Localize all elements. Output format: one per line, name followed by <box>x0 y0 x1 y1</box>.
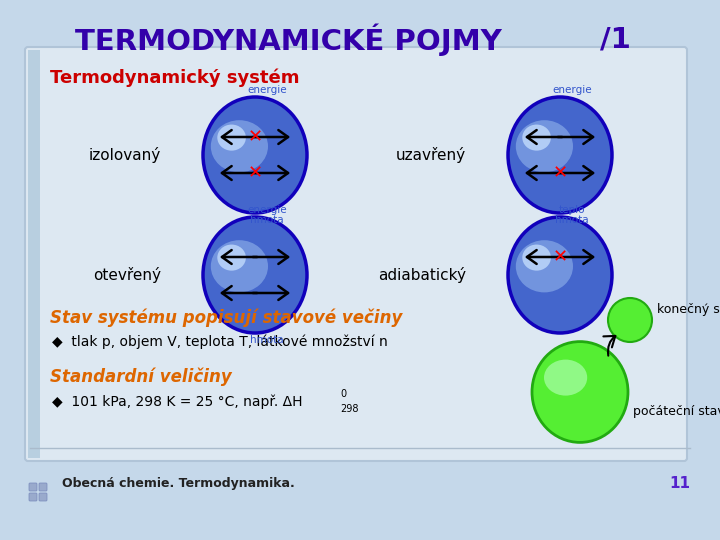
FancyBboxPatch shape <box>29 483 37 491</box>
FancyArrowPatch shape <box>603 336 616 356</box>
Ellipse shape <box>211 240 268 292</box>
Text: 11: 11 <box>670 476 690 491</box>
Text: teplo: teplo <box>559 205 585 215</box>
Text: TERMODYNAMICKÉ POJMY: TERMODYNAMICKÉ POJMY <box>75 24 502 56</box>
FancyBboxPatch shape <box>39 483 47 491</box>
FancyBboxPatch shape <box>29 493 37 501</box>
Text: ✕: ✕ <box>552 248 567 266</box>
Ellipse shape <box>508 217 612 333</box>
Text: energie: energie <box>247 85 287 95</box>
Ellipse shape <box>608 298 652 342</box>
Text: ✕: ✕ <box>552 164 567 182</box>
Text: hmota: hmota <box>555 215 589 225</box>
Text: adiabatický: adiabatický <box>378 267 466 283</box>
Text: konečný stav: konečný stav <box>657 303 720 316</box>
Text: /1: /1 <box>600 26 631 54</box>
Ellipse shape <box>217 125 246 151</box>
Ellipse shape <box>203 97 307 213</box>
Ellipse shape <box>203 217 307 333</box>
Text: energie: energie <box>552 85 592 95</box>
Text: Stav systému popisují stavové večiny: Stav systému popisují stavové večiny <box>50 309 402 327</box>
Text: ✕: ✕ <box>248 128 263 146</box>
Text: uzavřený: uzavřený <box>396 147 466 163</box>
Text: ✕: ✕ <box>248 164 263 182</box>
FancyBboxPatch shape <box>28 50 40 458</box>
Text: Termodynamický systém: Termodynamický systém <box>50 69 300 87</box>
Text: ◆  101 kPa, 298 K = 25 °C, např. ΔH: ◆ 101 kPa, 298 K = 25 °C, např. ΔH <box>52 395 302 409</box>
FancyBboxPatch shape <box>25 47 687 461</box>
Ellipse shape <box>522 245 551 271</box>
Ellipse shape <box>522 125 551 151</box>
Text: energie: energie <box>247 205 287 215</box>
Text: ◆  tlak p, objem V, teplota T, látkové množství n: ◆ tlak p, objem V, teplota T, látkové mn… <box>52 335 388 349</box>
Text: Standardní veličiny: Standardní veličiny <box>50 368 232 386</box>
Text: hmota: hmota <box>250 215 284 225</box>
Text: 0: 0 <box>340 389 346 399</box>
Ellipse shape <box>516 240 573 292</box>
Ellipse shape <box>508 97 612 213</box>
Ellipse shape <box>211 120 268 172</box>
Ellipse shape <box>217 245 246 271</box>
Ellipse shape <box>516 120 573 172</box>
Text: počáteční stav, např. objem V: počáteční stav, např. objem V <box>633 406 720 419</box>
Ellipse shape <box>544 360 588 396</box>
Text: otevřený: otevřený <box>93 267 161 283</box>
Text: 298: 298 <box>340 404 359 414</box>
Ellipse shape <box>532 342 628 442</box>
Text: hmota: hmota <box>250 335 284 345</box>
Text: Obecná chemie. Termodynamika.: Obecná chemie. Termodynamika. <box>62 477 294 490</box>
FancyBboxPatch shape <box>39 493 47 501</box>
Text: izolovaný: izolovaný <box>89 147 161 163</box>
